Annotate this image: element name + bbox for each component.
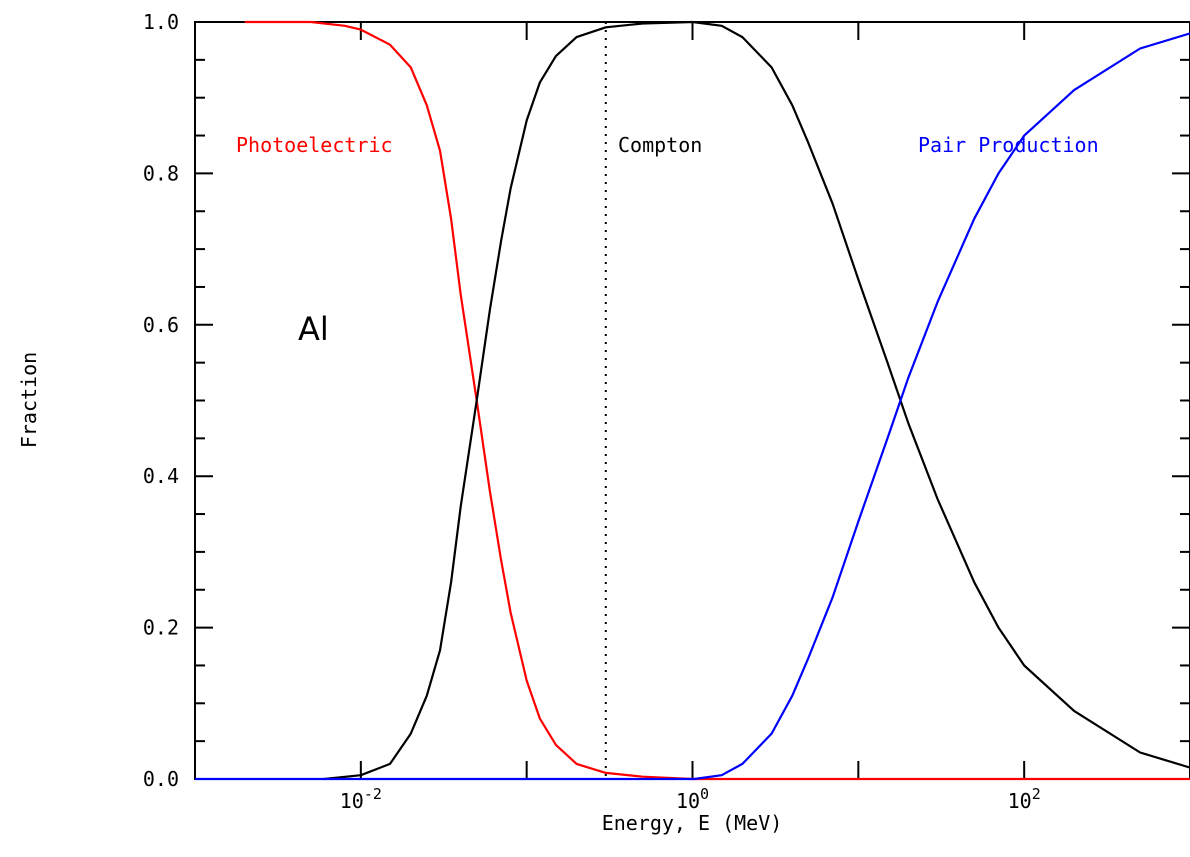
y-tick-label: 1.0 xyxy=(143,10,179,34)
annotation-pair-production: Pair Production xyxy=(918,133,1099,157)
y-tick-label: 0.2 xyxy=(143,616,179,640)
y-tick-label: 0.6 xyxy=(143,313,179,337)
material-label: Al xyxy=(298,310,329,348)
series-line-compton xyxy=(323,20,1190,781)
series-layer xyxy=(195,20,1190,781)
x-tick-label: 10-2 xyxy=(340,785,382,813)
y-axis-ticks: 0.0 0.2 0.4 0.6 0.8 1.0 xyxy=(143,10,1190,791)
x-axis-ticks: 10-2 100 102 xyxy=(194,22,1190,813)
y-axis-title: Fraction xyxy=(17,352,41,448)
annotation-layer: Photoelectric Compton Pair Production xyxy=(236,133,1099,157)
series-line-photoelectric xyxy=(244,20,1190,781)
annotation-photoelectric: Photoelectric xyxy=(236,133,393,157)
x-axis-title: Energy, E (MeV) xyxy=(602,811,783,835)
x-tick-label: 100 xyxy=(676,785,709,813)
x-tick-label: 102 xyxy=(1008,785,1041,813)
y-tick-label: 0.4 xyxy=(143,464,179,488)
y-tick-label: 0.8 xyxy=(143,161,179,185)
y-tick-label: 0.0 xyxy=(143,767,179,791)
annotation-compton: Compton xyxy=(618,133,702,157)
series-line-pair-production xyxy=(195,32,1190,781)
